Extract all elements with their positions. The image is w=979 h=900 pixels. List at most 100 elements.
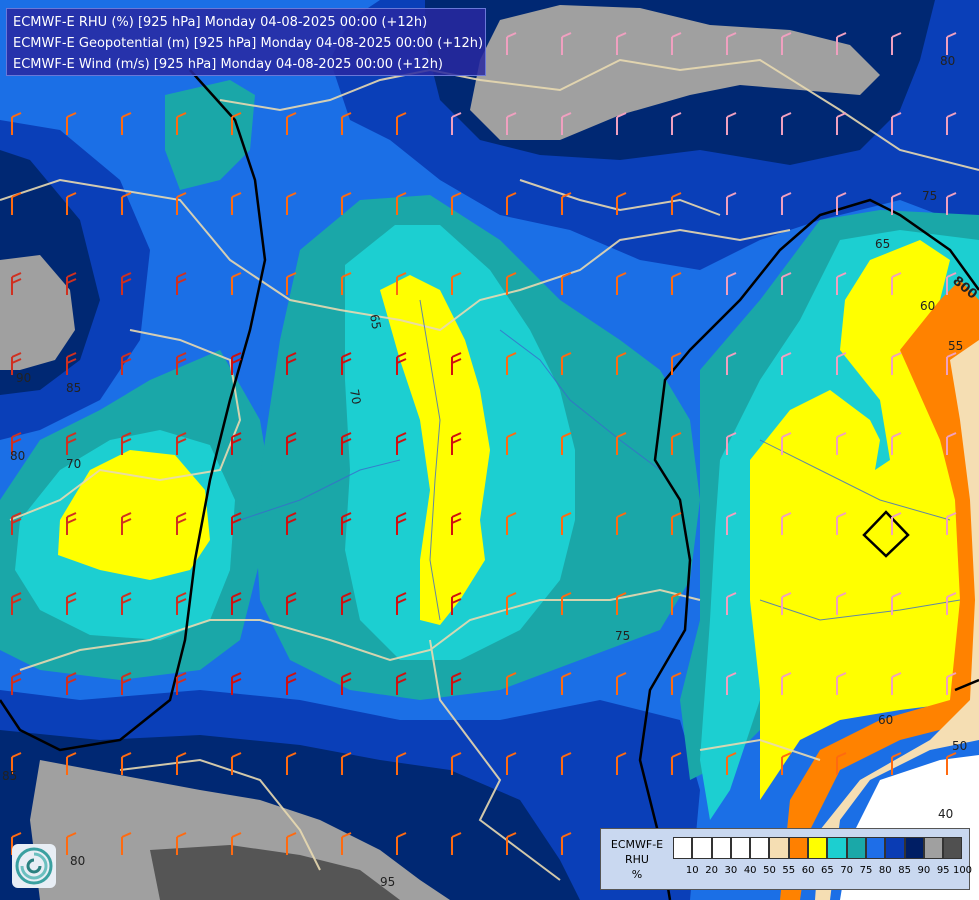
wind-barb bbox=[396, 592, 407, 615]
country-borders bbox=[0, 58, 979, 881]
wind-barb bbox=[11, 192, 22, 215]
wind-barb bbox=[121, 352, 132, 375]
legend-swatch bbox=[788, 837, 809, 859]
wind-barb bbox=[836, 272, 847, 295]
wind-barb bbox=[66, 832, 77, 855]
wind-barb bbox=[836, 752, 847, 775]
rhu-field-75-nw bbox=[165, 80, 255, 190]
wind-barb bbox=[451, 672, 462, 695]
wind-barb bbox=[451, 752, 462, 775]
wind-barb bbox=[231, 512, 242, 535]
rivers bbox=[239, 299, 961, 621]
wind-barb bbox=[66, 352, 77, 375]
wind-barb bbox=[671, 32, 682, 55]
contour-label: 40 bbox=[938, 807, 953, 821]
wind-barb bbox=[616, 672, 627, 695]
wind-barb bbox=[66, 272, 77, 295]
wind-barb bbox=[121, 112, 132, 135]
wind-barb bbox=[946, 672, 957, 695]
wind-barb bbox=[616, 352, 627, 375]
contour-label: 65 bbox=[875, 237, 890, 251]
wind-barb bbox=[946, 512, 957, 535]
wind-barb bbox=[506, 832, 517, 855]
wind-barb bbox=[231, 112, 242, 135]
legend-tick: 55 bbox=[782, 865, 796, 876]
color-legend: ECMWF-E RHU % 10 20 30 40 50 55 60 65 70 75 80 85 90… bbox=[600, 828, 972, 890]
wind-barb bbox=[506, 272, 517, 295]
wind-barb bbox=[11, 672, 22, 695]
wind-barb bbox=[836, 352, 847, 375]
wind-barb bbox=[561, 112, 572, 135]
wind-barb bbox=[836, 192, 847, 215]
wind-barb bbox=[506, 752, 517, 775]
wind-barb bbox=[176, 192, 187, 215]
wind-barb bbox=[286, 112, 297, 135]
rhu-field-95-top bbox=[470, 5, 880, 140]
legend-swatch bbox=[846, 837, 866, 859]
legend-tick: 60 bbox=[801, 865, 815, 876]
wind-barb bbox=[231, 752, 242, 775]
legend-swatch bbox=[769, 837, 789, 859]
contour-label: 60 bbox=[878, 713, 893, 727]
wind-barb bbox=[561, 752, 572, 775]
wind-barb bbox=[231, 592, 242, 615]
wind-barb bbox=[726, 352, 737, 375]
wind-barb bbox=[341, 192, 352, 215]
title-geopotential: ECMWF-E Geopotential (m) [925 hPa] Monda… bbox=[13, 36, 484, 51]
wind-barb bbox=[121, 512, 132, 535]
geopotential-lines bbox=[0, 69, 979, 900]
wind-barb bbox=[11, 352, 22, 375]
wind-barb bbox=[946, 432, 957, 455]
wind-barb bbox=[11, 272, 22, 295]
wind-barb bbox=[66, 592, 77, 615]
wind-barb bbox=[616, 512, 627, 535]
legend-unit: % bbox=[631, 868, 643, 881]
wind-barb bbox=[616, 592, 627, 615]
wind-barb bbox=[176, 272, 187, 295]
wind-barb bbox=[451, 112, 462, 135]
rhu-field-65-west bbox=[58, 450, 210, 580]
wind-barb bbox=[616, 432, 627, 455]
wind-barb bbox=[121, 592, 132, 615]
wind-barb bbox=[11, 752, 22, 775]
wind-barb bbox=[176, 512, 187, 535]
legend-tick: 10 bbox=[685, 865, 699, 876]
wind-barb bbox=[396, 832, 407, 855]
contour-label: 80 bbox=[940, 54, 955, 68]
wind-barb bbox=[946, 272, 957, 295]
wind-barb bbox=[891, 32, 902, 55]
wind-barb bbox=[726, 192, 737, 215]
wind-barb bbox=[836, 512, 847, 535]
wind-barb bbox=[561, 672, 572, 695]
logo-icon bbox=[12, 844, 56, 888]
wind-barb bbox=[891, 352, 902, 375]
wind-barb bbox=[781, 192, 792, 215]
wind-barb bbox=[66, 112, 77, 135]
wind-barb bbox=[451, 432, 462, 455]
wind-barb bbox=[506, 432, 517, 455]
wind-barb bbox=[506, 112, 517, 135]
legend-swatch bbox=[865, 837, 886, 859]
wind-barb bbox=[396, 752, 407, 775]
wind-barb bbox=[451, 592, 462, 615]
wind-barb bbox=[176, 752, 187, 775]
wind-barb bbox=[396, 512, 407, 535]
wind-barb bbox=[891, 112, 902, 135]
wind-barb bbox=[176, 432, 187, 455]
legend-swatch bbox=[673, 837, 693, 859]
wind-barb bbox=[11, 592, 22, 615]
legend-tick: 85 bbox=[898, 865, 911, 876]
wind-barb bbox=[341, 672, 352, 695]
wind-barbs bbox=[11, 32, 957, 855]
wind-barb bbox=[506, 32, 517, 55]
wind-barb bbox=[781, 752, 792, 775]
wind-barb bbox=[781, 432, 792, 455]
wind-barb bbox=[726, 432, 737, 455]
wind-barb bbox=[671, 432, 682, 455]
wind-barb bbox=[451, 832, 462, 855]
wind-barb bbox=[671, 192, 682, 215]
wind-barb bbox=[561, 432, 572, 455]
wind-barb bbox=[836, 112, 847, 135]
wind-barb bbox=[176, 672, 187, 695]
